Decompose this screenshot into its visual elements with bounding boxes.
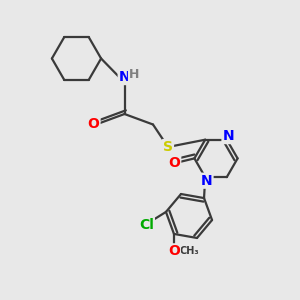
Text: N: N xyxy=(119,70,130,84)
Text: H: H xyxy=(129,68,139,81)
Text: O: O xyxy=(168,244,180,258)
Text: Cl: Cl xyxy=(139,218,154,232)
Text: O: O xyxy=(168,156,180,170)
Text: N: N xyxy=(201,174,212,188)
Text: O: O xyxy=(88,118,100,131)
Text: N: N xyxy=(223,129,234,143)
Text: CH₃: CH₃ xyxy=(180,246,200,256)
Text: S: S xyxy=(163,140,173,154)
